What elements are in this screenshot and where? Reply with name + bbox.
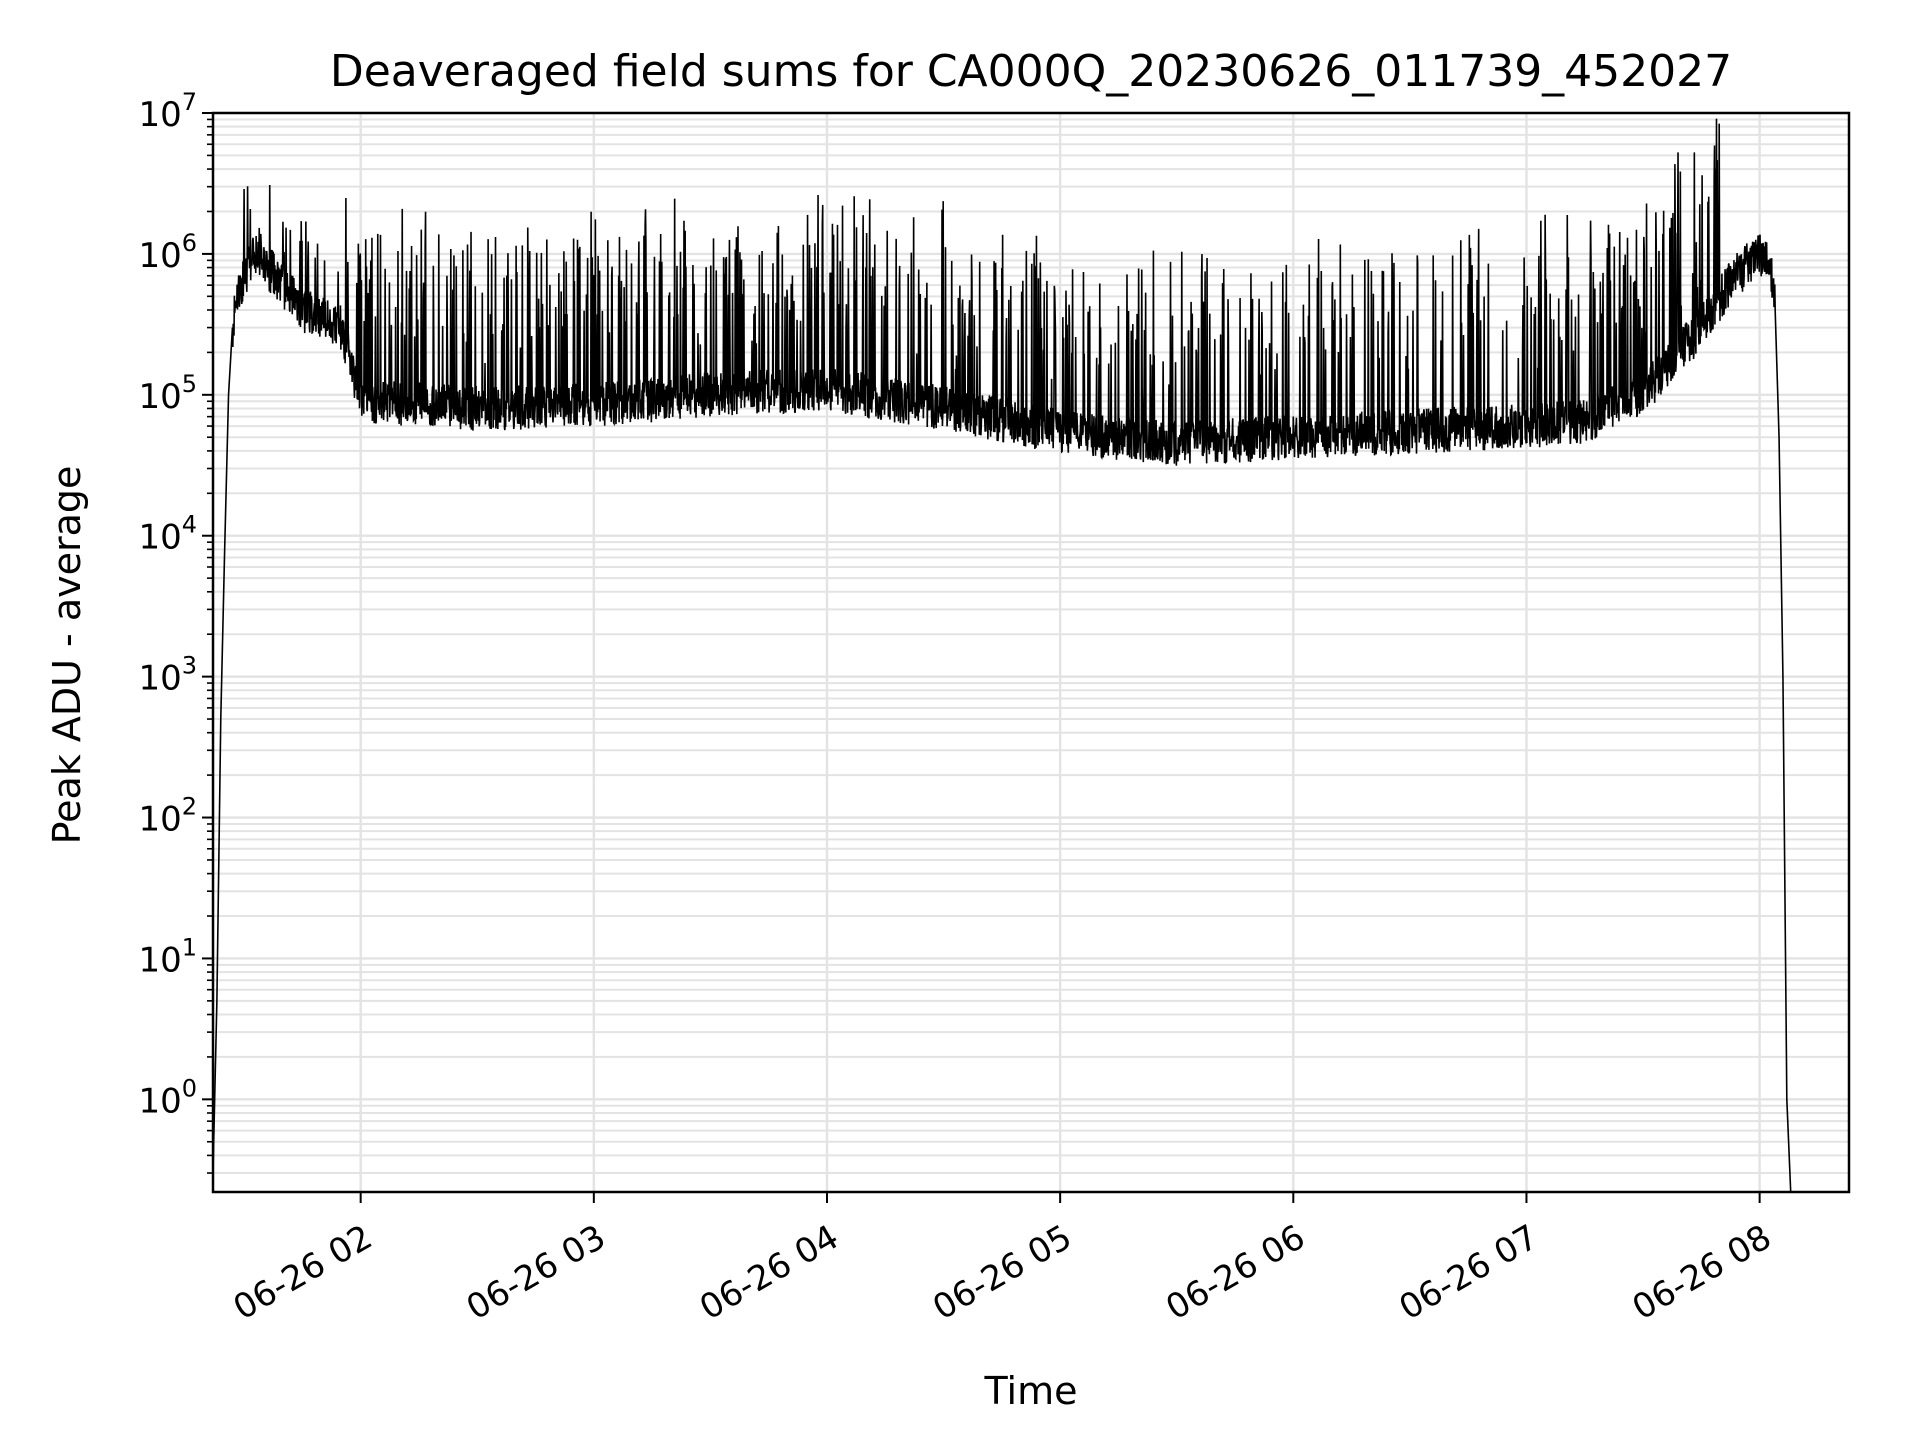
y-tick-label: 104: [138, 511, 197, 558]
x-tick-label: 06-26 02: [227, 1217, 379, 1328]
x-tick-label: 06-26 06: [1159, 1217, 1311, 1328]
y-axis: 100 101 102 103 104 105 106 107: [138, 88, 213, 1174]
series-line: [212, 118, 1792, 1193]
y-tick-label: 101: [138, 933, 197, 980]
y-tick-label: 106: [138, 229, 197, 276]
x-axis: 06-26 02 06-26 03 06-26 04 06-26 05 06-26 06…: [227, 1192, 1778, 1328]
x-tick-label: 06-26 05: [926, 1217, 1078, 1328]
x-tick-label: 06-26 04: [693, 1217, 845, 1328]
x-axis-label: Time: [984, 1369, 1078, 1413]
y-tick-label: 105: [138, 370, 197, 417]
y-axis-label: Peak ADU - average: [45, 466, 89, 845]
x-tick-label: 06-26 03: [460, 1217, 612, 1328]
chart-title: Deaveraged field sums for CA000Q_2023062…: [330, 46, 1732, 97]
y-tick-label: 107: [138, 88, 197, 135]
x-tick-label: 06-26 08: [1626, 1217, 1778, 1328]
y-tick-label: 103: [138, 652, 197, 699]
y-tick-label: 100: [138, 1074, 197, 1121]
x-tick-label: 06-26 07: [1393, 1217, 1545, 1328]
plot-frame: [211, 111, 1851, 1194]
y-tick-label: 102: [138, 793, 197, 840]
